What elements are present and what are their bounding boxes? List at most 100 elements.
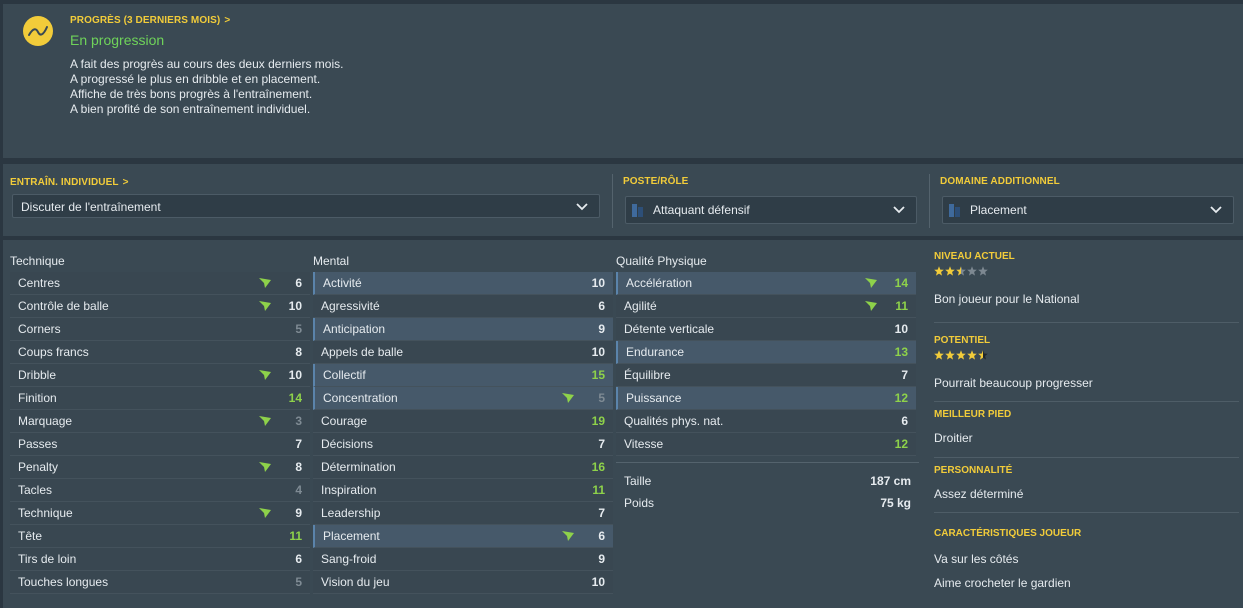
attribute-value: 9 xyxy=(598,552,605,566)
attribute-value: 7 xyxy=(295,437,302,451)
attribute-value: 8 xyxy=(295,460,302,474)
attribute-row[interactable]: Penalty 8 xyxy=(10,456,310,479)
attribute-row[interactable]: Vitesse 12 xyxy=(616,433,916,456)
attribute-row[interactable]: Dribble 10 xyxy=(10,364,310,387)
divider xyxy=(934,401,1239,402)
progress-title: PROGRÈS (3 DERNIERS MOIS) xyxy=(70,15,221,26)
attribute-name: Tacles xyxy=(18,483,53,497)
attribute-name: Tirs de loin xyxy=(18,552,77,566)
attribute-row[interactable]: Tacles 4 xyxy=(10,479,310,502)
attribute-row[interactable]: Agressivité 6 xyxy=(313,295,613,318)
attribute-name: Technique xyxy=(18,506,73,520)
attribute-name: Agressivité xyxy=(321,299,380,313)
attribute-row[interactable]: Passes 7 xyxy=(10,433,310,456)
attribute-row[interactable]: Endurance 13 xyxy=(616,341,916,364)
individual-training-link[interactable]: ENTRAÎN. INDIVIDUEL > xyxy=(10,177,129,188)
best-foot-block: MEILLEUR PIED Droitier xyxy=(934,409,1239,445)
attribute-name: Vision du jeu xyxy=(321,575,390,589)
weight-label: Poids xyxy=(624,496,655,510)
attribute-row[interactable]: Marquage 3 xyxy=(10,410,310,433)
star-icon xyxy=(967,350,977,360)
star-icon xyxy=(934,266,944,276)
attribute-name: Dribble xyxy=(18,368,57,382)
attribute-name: Contrôle de balle xyxy=(18,299,109,313)
attribute-name: Sang-froid xyxy=(321,552,377,566)
attribute-value: 8 xyxy=(295,345,302,359)
attribute-row[interactable]: Technique 9 xyxy=(10,502,310,525)
height-label: Taille xyxy=(624,474,652,488)
progress-arrow-icon xyxy=(865,278,877,288)
progress-arrow-icon xyxy=(259,370,271,380)
individual-training-title: ENTRAÎN. INDIVIDUEL xyxy=(10,177,119,188)
role-select[interactable]: Attaquant défensif xyxy=(625,196,917,224)
attribute-value: 10 xyxy=(288,368,302,382)
divider xyxy=(934,322,1239,323)
current-ability-stars xyxy=(934,266,1239,276)
attribute-row[interactable]: Activité 10 xyxy=(313,272,613,295)
attribute-row[interactable]: Centres 6 xyxy=(10,272,310,295)
attribute-value: 6 xyxy=(295,276,302,290)
progress-arrow-icon xyxy=(259,278,271,288)
player-trait: Va sur les côtés xyxy=(934,552,1019,566)
progress-line: A fait des progrès au cours des deux der… xyxy=(70,57,344,71)
chevron-down-icon xyxy=(576,203,588,211)
attribute-name: Anticipation xyxy=(323,322,386,336)
attribute-row[interactable]: Collectif 15 xyxy=(313,364,613,387)
attribute-value: 9 xyxy=(295,506,302,520)
attribute-row[interactable]: Contrôle de balle 10 xyxy=(10,295,310,318)
progress-arrow-icon xyxy=(259,301,271,311)
attribute-name: Puissance xyxy=(626,391,682,405)
additional-area-select[interactable]: Placement xyxy=(942,196,1234,224)
attribute-value: 10 xyxy=(591,575,605,589)
attribute-row[interactable]: Détermination 16 xyxy=(313,456,613,479)
attribute-name: Placement xyxy=(323,529,380,543)
weight-value: 75 kg xyxy=(880,496,911,510)
attribute-row[interactable]: Accélération 14 xyxy=(616,272,916,295)
attribute-row[interactable]: Concentration 5 xyxy=(313,387,613,410)
attribute-name: Activité xyxy=(323,276,362,290)
attribute-row[interactable]: Agilité 11 xyxy=(616,295,916,318)
attribute-name: Penalty xyxy=(18,460,59,474)
attribute-row[interactable]: Coups francs 8 xyxy=(10,341,310,364)
attribute-row[interactable]: Touches longues 5 xyxy=(10,571,310,594)
attribute-name: Centres xyxy=(18,276,61,290)
attribute-row[interactable]: Tête 11 xyxy=(10,525,310,548)
player-traits-label: CARACTÉRISTIQUES JOUEUR xyxy=(934,528,1082,539)
attribute-name: Endurance xyxy=(626,345,685,359)
attribute-row[interactable]: Détente verticale 10 xyxy=(616,318,916,341)
attribute-value: 6 xyxy=(598,299,605,313)
progress-title-link[interactable]: PROGRÈS (3 DERNIERS MOIS) > xyxy=(70,15,230,26)
progress-arrow-icon xyxy=(259,508,271,518)
attribute-row[interactable]: Leadership 7 xyxy=(313,502,613,525)
attribute-name: Qualités phys. nat. xyxy=(624,414,724,428)
attribute-row[interactable]: Décisions 7 xyxy=(313,433,613,456)
individual-training-select[interactable]: Discuter de l'entraînement xyxy=(12,194,600,218)
attribute-row[interactable]: Inspiration 11 xyxy=(313,479,613,502)
attribute-row[interactable]: Sang-froid 9 xyxy=(313,548,613,571)
attribute-name: Coups francs xyxy=(18,345,89,359)
attribute-row[interactable]: Placement 6 xyxy=(313,525,613,548)
attribute-row[interactable]: Équilibre 7 xyxy=(616,364,916,387)
chevron-right-icon: > xyxy=(224,15,231,26)
attribute-row[interactable]: Corners 5 xyxy=(10,318,310,341)
attribute-value: 13 xyxy=(894,345,908,359)
attribute-row[interactable]: Appels de balle 10 xyxy=(313,341,613,364)
attribute-row[interactable]: Tirs de loin 6 xyxy=(10,548,310,571)
attribute-row[interactable]: Qualités phys. nat. 6 xyxy=(616,410,916,433)
potential-label: POTENTIEL xyxy=(934,335,991,346)
progress-line: A bien profité de son entraînement indiv… xyxy=(70,102,311,116)
attribute-row[interactable]: Finition 14 xyxy=(10,387,310,410)
attribute-name: Leadership xyxy=(321,506,381,520)
physical-measurements: Taille 187 cm Poids 75 kg xyxy=(616,462,919,510)
attribute-row[interactable]: Anticipation 9 xyxy=(313,318,613,341)
star-icon xyxy=(945,266,955,276)
attribute-name: Finition xyxy=(18,391,57,405)
attribute-value: 7 xyxy=(598,437,605,451)
mental-list: Activité 10 Agressivité 6 Anticipation 9 Appel… xyxy=(313,272,613,594)
area-icon xyxy=(949,204,960,217)
attribute-row[interactable]: Courage 19 xyxy=(313,410,613,433)
star-icon xyxy=(934,350,944,360)
attribute-row[interactable]: Vision du jeu 10 xyxy=(313,571,613,594)
attribute-row[interactable]: Puissance 12 xyxy=(616,387,916,410)
attribute-name: Vitesse xyxy=(624,437,664,451)
